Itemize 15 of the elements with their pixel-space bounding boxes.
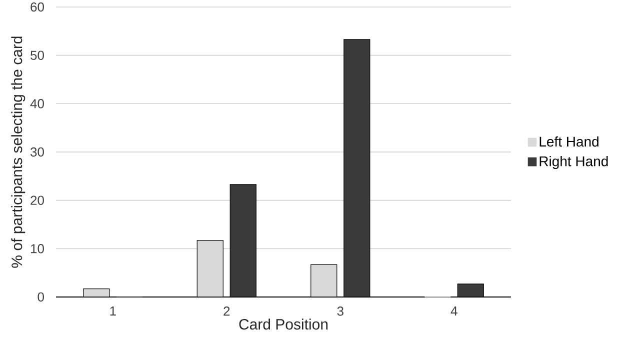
legend-label: Right Hand: [540, 156, 608, 170]
x-axis-title: Card Position: [239, 318, 328, 330]
x-tick-label: 3: [337, 306, 344, 316]
legend-label: Left Hand: [540, 136, 598, 147]
y-tick-label: 20: [30, 196, 44, 205]
y-tick-label: 50: [30, 50, 44, 60]
y-axis-title: % of participants selecting the card: [11, 36, 26, 268]
y-tick-label: 0: [38, 292, 44, 302]
y-tick-label: 30: [30, 147, 44, 157]
y-tick-label: 40: [30, 99, 44, 108]
x-tick-label: 1: [110, 306, 116, 316]
x-tick-label: 4: [450, 306, 458, 316]
y-tick-label: 60: [30, 2, 44, 12]
x-tick-label: 2: [224, 306, 230, 316]
y-tick-label: 10: [31, 244, 44, 254]
